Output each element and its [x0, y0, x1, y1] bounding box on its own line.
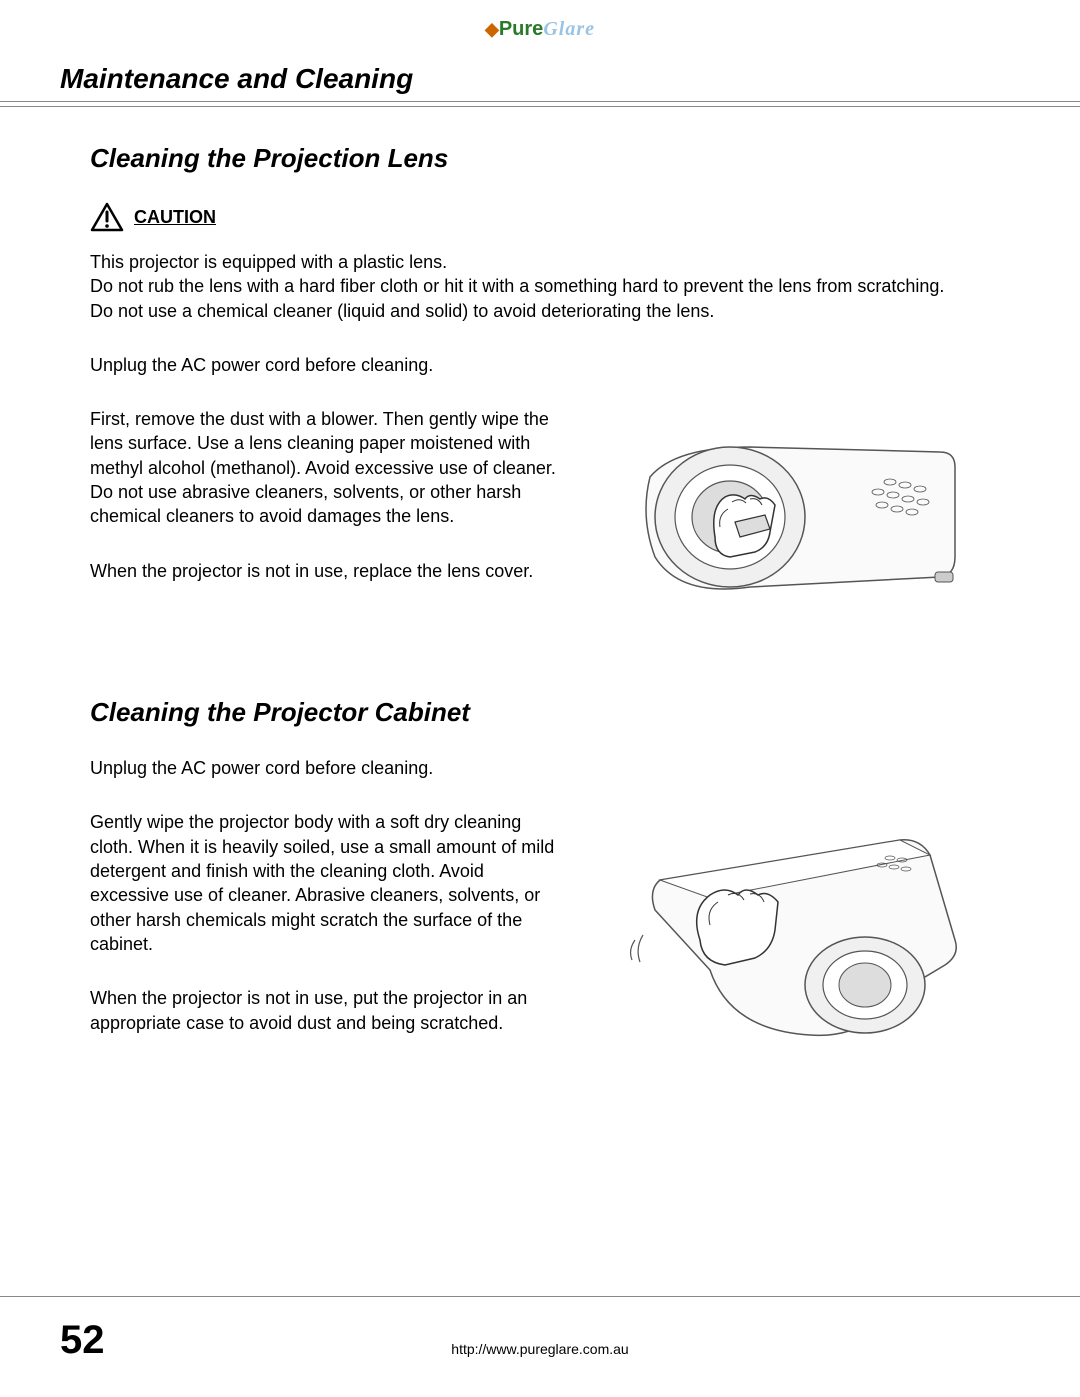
- chapter-title: Maintenance and Cleaning: [0, 41, 1080, 101]
- section2-p2: Gently wipe the projector body with a so…: [90, 810, 560, 956]
- section2-p1: Unplug the AC power cord before cleaning…: [90, 756, 990, 780]
- cabinet-cleaning-illustration: [610, 810, 970, 1070]
- section1-p1: Unplug the AC power cord before cleaning…: [90, 353, 990, 377]
- section2-p3: When the projector is not in use, put th…: [90, 986, 560, 1035]
- caution-body: This projector is equipped with a plasti…: [90, 250, 990, 323]
- chapter-divider: [0, 101, 1080, 107]
- logo-diamond-icon: ◆: [485, 19, 499, 39]
- section1-p2: First, remove the dust with a blower. Th…: [90, 407, 560, 528]
- brand-logo: ◆PureGlare: [0, 0, 1080, 41]
- logo-text-glare: Glare: [543, 18, 595, 40]
- page-content: Cleaning the Projection Lens CAUTION Thi…: [0, 143, 1080, 1070]
- caution-icon: [90, 202, 124, 232]
- section1-heading: Cleaning the Projection Lens: [90, 143, 990, 174]
- lens-cleaning-illustration: [620, 407, 960, 627]
- footer-divider: [0, 1296, 1080, 1297]
- caution-label: CAUTION: [134, 207, 216, 228]
- logo-text-pure: Pure: [499, 18, 543, 40]
- footer-url: http://www.pureglare.com.au: [0, 1341, 1080, 1357]
- section2-heading: Cleaning the Projector Cabinet: [90, 697, 990, 728]
- caution-block: CAUTION: [90, 202, 990, 232]
- section1-p3: When the projector is not in use, replac…: [90, 559, 560, 583]
